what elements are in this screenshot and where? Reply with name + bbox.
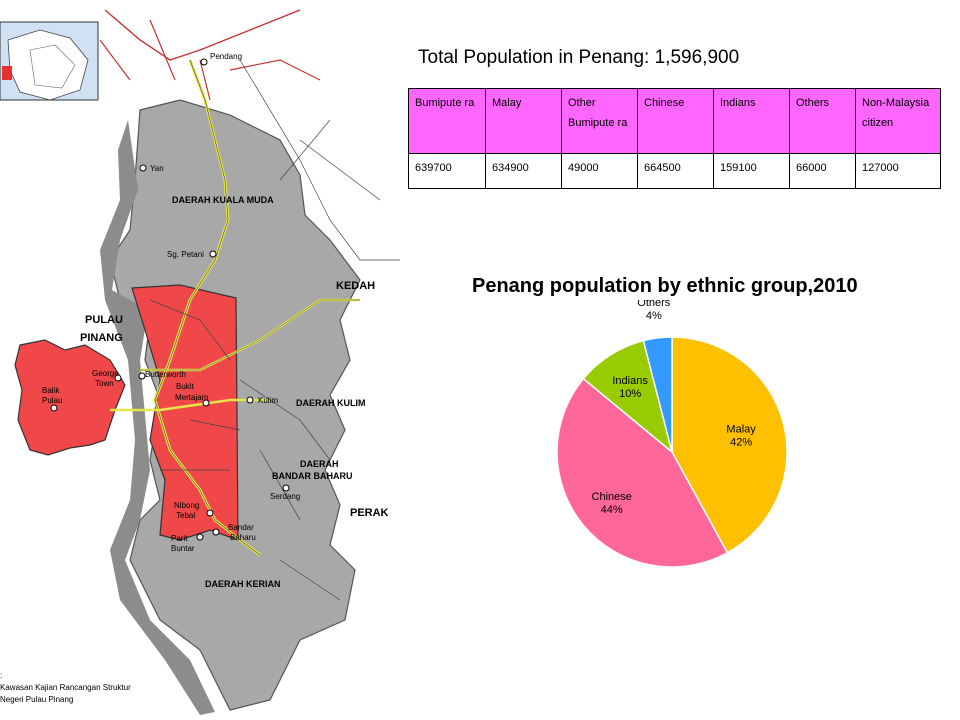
pie-label-indians: Indians: [612, 375, 648, 387]
label-kedah: KEDAH: [336, 280, 375, 292]
value-cell: 159100: [713, 153, 790, 189]
label-pulau-town: Pulau: [42, 396, 62, 405]
header-cell: Other Bumipute ra: [561, 88, 638, 154]
label-daerah: DAERAH: [300, 459, 339, 469]
table-row: 639700 634900 49000 664500 159100 66000 …: [408, 153, 941, 189]
header-cell: Bumipute ra: [408, 88, 486, 154]
label-george: George: [92, 369, 119, 378]
label-pulau: PULAU: [85, 314, 123, 326]
total-population-title: Total Population in Penang: 1,596,900: [418, 47, 740, 68]
table-header-row: Bumipute ra Malay Other Bumipute ra Chin…: [408, 88, 941, 154]
label-nibong: Nibong: [174, 501, 199, 510]
pie-pct-indians: 10%: [619, 388, 641, 400]
label-parit: Parit: [171, 534, 188, 543]
header-cell: Malay: [485, 88, 562, 154]
value-cell: 127000: [855, 153, 941, 189]
label-kuala-muda: DAERAH KUALA MUDA: [172, 195, 274, 205]
header-cell: Others: [789, 88, 856, 154]
header-cell: Indians: [713, 88, 790, 154]
label-kulim: Kulim: [258, 396, 278, 405]
value-cell: 639700: [408, 153, 486, 189]
label-serdang: Serdang: [270, 492, 300, 501]
label-town: Town: [95, 379, 114, 388]
label-yan: Yan: [150, 164, 164, 173]
label-bukit: Bukit: [176, 382, 195, 391]
label-bandar-baharu-district: BANDAR BAHARU: [272, 471, 353, 481]
town-markers: [50, 58, 290, 541]
label-mertajam: Mertajam: [175, 393, 209, 402]
label-sg-petani: Sg. Petani: [167, 250, 204, 259]
label-daerah-kulim: DAERAH KULIM: [296, 398, 366, 408]
penang-island: [14, 339, 126, 456]
value-cell: 664500: [637, 153, 714, 189]
penang-map: Pendang Yan DAERAH KUALA MUDA Sg. Petani…: [0, 9, 400, 715]
pie-slice-chinese: [556, 377, 729, 568]
pie-slice-others: [642, 336, 673, 453]
pie-pct-malay: 42%: [730, 436, 752, 448]
label-butterworth: Butterworth: [145, 370, 186, 379]
label-perak: PERAK: [350, 507, 389, 519]
pie-slice-malay: [671, 336, 788, 554]
label-bandar: Bandar: [228, 523, 254, 532]
label-baharu: Baharu: [230, 533, 256, 542]
label-balik: Balik: [42, 386, 60, 395]
population-table: Bumipute ra Malay Other Bumipute ra Chin…: [408, 88, 941, 189]
header-cell: Chinese: [637, 88, 714, 154]
value-cell: 49000: [561, 153, 638, 189]
pie-pct-chinese: 44%: [601, 504, 623, 516]
seberang-perai: [131, 284, 239, 541]
map-legend: : Kawasan Kajian Rancangan Struktur Nege…: [0, 670, 131, 706]
pie-label-others: Others: [637, 300, 671, 309]
map-legend-marker: :: [0, 671, 3, 680]
label-buntar: Buntar: [171, 544, 195, 553]
value-cell: 634900: [485, 153, 562, 189]
chart-title: Penang population by ethnic group,2010: [472, 275, 858, 297]
value-cell: 66000: [789, 153, 856, 189]
map-legend-line-1: Kawasan Kajian Rancangan Struktur: [0, 683, 131, 692]
label-tebal: Tebal: [176, 511, 195, 520]
map-legend-line-2: Negeri Pulau Pinang: [0, 695, 74, 704]
pie-pct-others: 4%: [646, 310, 662, 322]
label-pinang: PINANG: [80, 332, 123, 344]
pie-label-chinese: Chinese: [592, 491, 632, 503]
label-kerian: DAERAH KERIAN: [205, 579, 281, 589]
pie-label-malay: Malay: [726, 423, 756, 435]
label-pendang: Pendang: [210, 52, 242, 61]
header-cell: Non-Malaysia citizen: [855, 88, 941, 154]
inset-map: [0, 21, 99, 101]
